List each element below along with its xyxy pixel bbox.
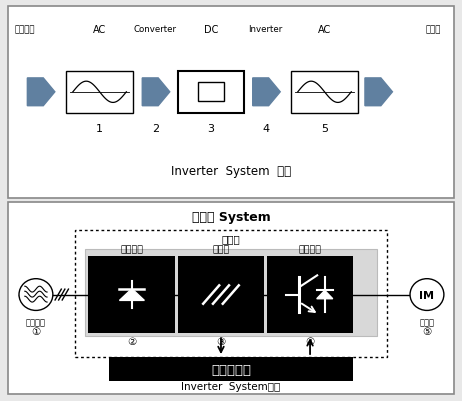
- Circle shape: [19, 279, 53, 311]
- Text: 평활부: 평활부: [213, 244, 230, 253]
- Bar: [85, 249, 377, 336]
- Text: ③: ③: [216, 336, 225, 346]
- Text: 전동기: 전동기: [419, 318, 434, 327]
- Text: Inverter: Inverter: [249, 25, 283, 34]
- Bar: [177, 72, 244, 113]
- Text: IM: IM: [419, 290, 434, 300]
- Text: 주회로: 주회로: [222, 234, 240, 244]
- Polygon shape: [142, 79, 170, 106]
- Bar: [109, 357, 353, 381]
- Polygon shape: [120, 289, 145, 301]
- Text: DC: DC: [204, 24, 218, 34]
- Text: 인버터부: 인버터부: [298, 244, 322, 253]
- Text: 3: 3: [207, 124, 214, 134]
- Text: Inverter  System구성: Inverter System구성: [182, 381, 280, 391]
- Text: 1: 1: [96, 124, 103, 134]
- Text: AC: AC: [318, 24, 331, 34]
- Polygon shape: [253, 79, 280, 106]
- Text: Inverter  System  개념: Inverter System 개념: [171, 164, 291, 177]
- Bar: [267, 256, 353, 333]
- Text: 인버터 System: 인버터 System: [192, 210, 270, 223]
- Polygon shape: [365, 79, 392, 106]
- Bar: [66, 72, 133, 113]
- Bar: [198, 83, 225, 102]
- Text: ①: ①: [31, 326, 41, 336]
- Text: ②: ②: [127, 336, 137, 346]
- Text: 4: 4: [262, 124, 269, 134]
- Text: 상용전원: 상용전원: [15, 25, 36, 34]
- Text: 5: 5: [321, 124, 328, 134]
- Text: 2: 2: [152, 124, 159, 134]
- Text: AC: AC: [93, 24, 106, 34]
- Bar: [177, 256, 264, 333]
- Bar: [75, 230, 387, 357]
- Text: Converter: Converter: [134, 25, 177, 34]
- Polygon shape: [27, 79, 55, 106]
- Text: 컨버터부: 컨버터부: [121, 244, 143, 253]
- Text: 상용전원: 상용전원: [26, 318, 46, 327]
- Text: 전동기: 전동기: [426, 25, 441, 34]
- Polygon shape: [317, 291, 333, 299]
- Circle shape: [410, 279, 444, 311]
- Text: ⑤: ⑤: [422, 326, 432, 336]
- Bar: [89, 256, 176, 333]
- Text: 제어회로부: 제어회로부: [211, 363, 251, 376]
- Bar: [291, 72, 358, 113]
- Text: ④: ④: [305, 336, 315, 346]
